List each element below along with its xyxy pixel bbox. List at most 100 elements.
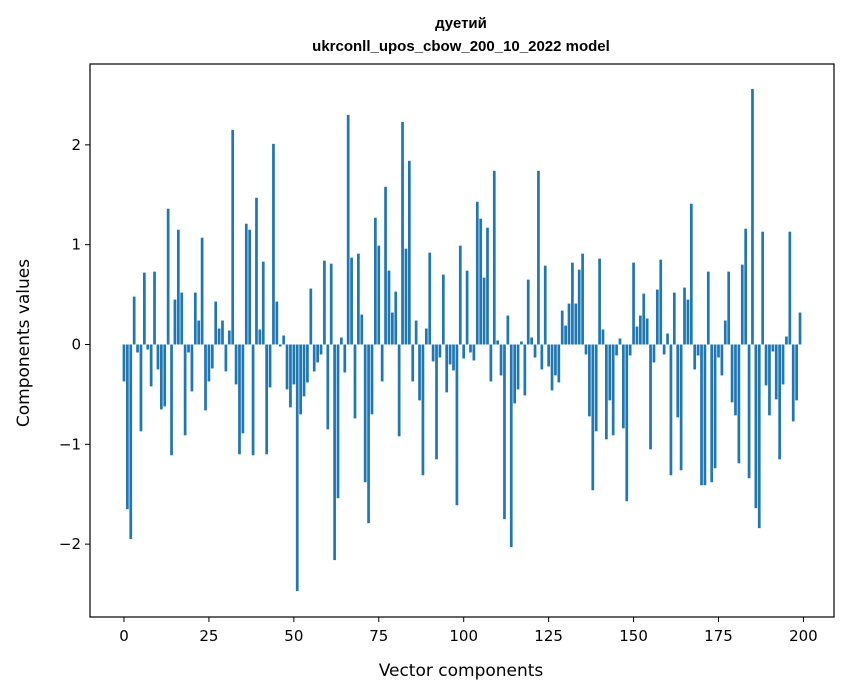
bar-63 (336, 344, 340, 499)
bar-193 (778, 344, 781, 460)
bar-108 (489, 344, 493, 382)
bar-22 (197, 320, 201, 345)
bar-89 (424, 328, 428, 345)
bar-1 (126, 344, 129, 510)
bar-80 (394, 291, 398, 345)
bar-192 (774, 344, 778, 400)
chart-subtitle: ukrconll_upos_cbow_200_10_2022 model (312, 38, 610, 55)
bar-154 (645, 318, 649, 345)
bar-87 (418, 344, 421, 401)
bar-162 (672, 292, 676, 345)
bar-199 (798, 312, 802, 345)
bar-69 (357, 253, 360, 345)
bar-86 (414, 320, 418, 345)
bar-145 (615, 344, 618, 356)
bar-189 (764, 344, 768, 386)
bar-147 (622, 344, 625, 429)
bar-121 (533, 344, 537, 358)
bar-32 (231, 129, 235, 345)
bar-40 (258, 329, 262, 345)
bar-10 (156, 344, 160, 370)
bar-150 (632, 262, 635, 345)
bar-37 (248, 229, 252, 345)
bar-163 (676, 344, 680, 418)
bar-29 (221, 320, 224, 345)
bar-141 (601, 329, 605, 345)
bar-142 (605, 344, 608, 440)
bar-144 (611, 344, 615, 436)
bar-118 (523, 344, 527, 396)
x-tick-label: 175 (704, 627, 733, 645)
bar-135 (581, 253, 584, 345)
bar-45 (275, 301, 279, 345)
bar-112 (503, 344, 506, 520)
bar-178 (727, 271, 731, 345)
bar-138 (591, 344, 595, 491)
bar-151 (635, 326, 639, 345)
y-tick-label: −1 (59, 435, 81, 453)
bar-149 (628, 344, 632, 356)
bar-125 (547, 344, 550, 367)
bar-76 (380, 344, 384, 382)
bar-198 (795, 344, 798, 401)
bar-3 (132, 296, 136, 345)
bar-123 (540, 344, 544, 370)
x-axis-ticks: 0 25 50 75 100 125 150 175 200 (119, 617, 818, 645)
bar-43 (268, 344, 272, 388)
bar-92 (435, 344, 438, 460)
bar-84 (407, 160, 411, 345)
bar-96 (448, 344, 452, 365)
bar-130 (564, 325, 567, 345)
bar-35 (241, 344, 245, 434)
bar-88 (421, 344, 425, 476)
bar-48 (285, 344, 289, 390)
bar-6 (143, 272, 146, 345)
bar-83 (404, 248, 408, 345)
x-tick-label: 125 (534, 627, 563, 645)
bar-51 (295, 344, 299, 592)
bar-124 (543, 265, 547, 345)
bar-115 (513, 344, 517, 404)
bar-8 (149, 344, 153, 387)
bar-42 (265, 344, 269, 455)
bar-9 (153, 271, 156, 345)
bar-167 (689, 203, 693, 345)
bar-58 (319, 344, 323, 355)
bar-182 (740, 264, 744, 345)
bar-136 (584, 344, 588, 355)
bar-19 (187, 344, 190, 353)
bar-91 (431, 344, 435, 362)
bar-55 (309, 288, 313, 345)
bar-195 (785, 336, 788, 345)
bar-181 (737, 344, 741, 464)
bar-132 (571, 262, 574, 345)
bar-4 (136, 344, 139, 353)
bar-57 (316, 344, 319, 363)
bar-110 (496, 340, 500, 345)
bar-98 (455, 344, 459, 506)
bar-106 (482, 277, 486, 345)
x-tick-label: 0 (119, 627, 129, 645)
bar-119 (526, 279, 530, 345)
bar-102 (469, 344, 472, 353)
x-tick-label: 200 (789, 627, 818, 645)
chart-title: дуетий (435, 15, 487, 32)
bar-171 (703, 344, 707, 486)
bar-30 (224, 344, 228, 372)
bar-64 (340, 337, 343, 345)
bar-146 (618, 338, 622, 345)
bar-180 (734, 344, 737, 416)
bar-104 (475, 201, 479, 345)
bar-71 (363, 344, 367, 483)
bar-39 (255, 197, 258, 345)
bars-group (122, 88, 802, 592)
bar-94 (441, 274, 445, 345)
bar-17 (180, 292, 184, 345)
bar-174 (713, 344, 717, 469)
bar-187 (757, 344, 761, 529)
bar-165 (683, 287, 686, 345)
bar-47 (282, 335, 285, 345)
bar-134 (577, 269, 581, 345)
bar-155 (649, 344, 652, 450)
